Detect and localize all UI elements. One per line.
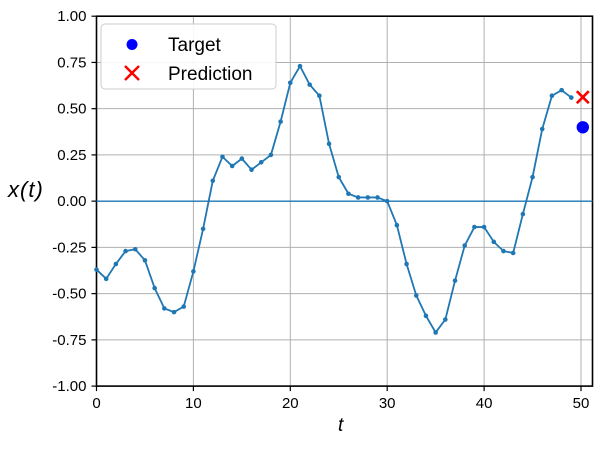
svg-text:40: 40	[476, 395, 493, 412]
svg-text:0.75: 0.75	[57, 54, 86, 71]
svg-text:50: 50	[573, 395, 590, 412]
svg-text:Target: Target	[168, 35, 222, 56]
svg-text:-0.75: -0.75	[52, 332, 86, 349]
svg-text:10: 10	[185, 395, 202, 412]
svg-text:-0.50: -0.50	[52, 286, 86, 303]
svg-text:0.25: 0.25	[57, 147, 86, 164]
svg-text:30: 30	[379, 395, 396, 412]
svg-text:Prediction: Prediction	[168, 64, 253, 85]
svg-text:0: 0	[92, 395, 100, 412]
svg-text:0.50: 0.50	[57, 101, 86, 118]
svg-text:-0.25: -0.25	[52, 239, 86, 256]
svg-text:20: 20	[282, 395, 299, 412]
svg-text:0.00: 0.00	[57, 193, 86, 210]
svg-text:1.00: 1.00	[57, 8, 86, 25]
svg-text:-1.00: -1.00	[52, 378, 86, 395]
